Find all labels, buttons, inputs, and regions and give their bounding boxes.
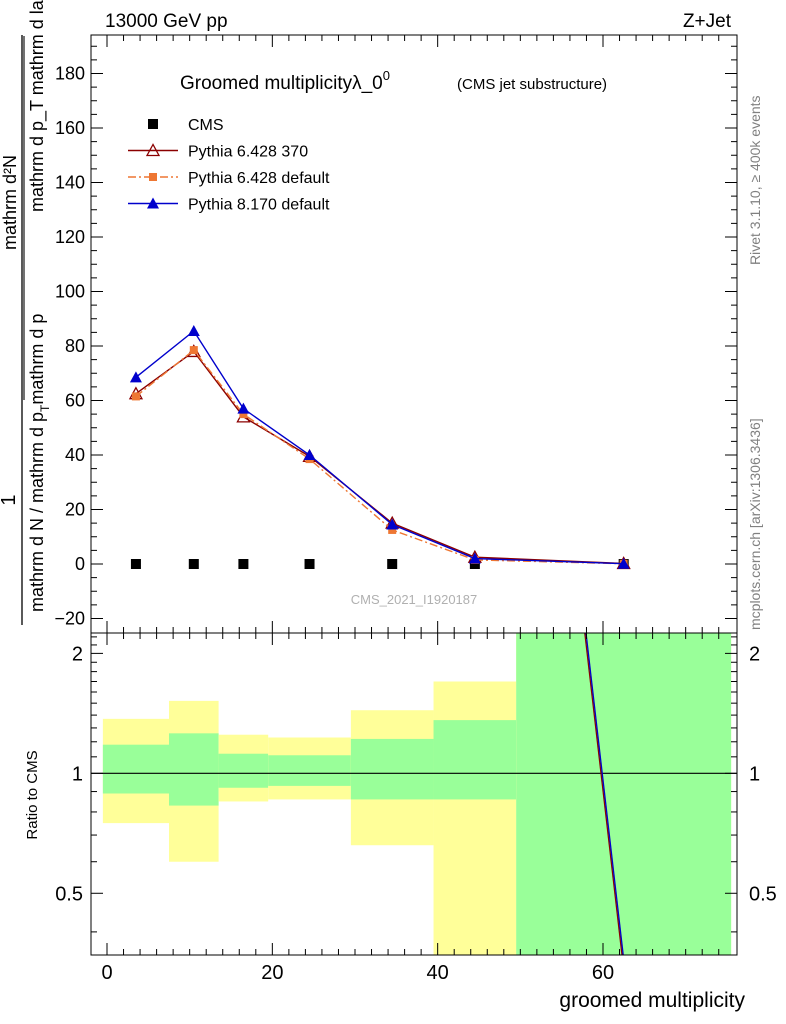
legend-label-py6_370: Pythia 6.428 370 xyxy=(188,144,308,161)
ylabel-inner-numer: mathrm d²N xyxy=(0,155,20,250)
ratio-ytick-label-right: 2 xyxy=(749,643,760,665)
xtick-label: 40 xyxy=(427,962,449,984)
ratio-line-py8 xyxy=(585,632,624,956)
ytick-label: 160 xyxy=(55,118,85,138)
rivet-label: Rivet 3.1.10, ≥ 400k events xyxy=(747,95,763,265)
ratio-ylabel: Ratio to CMS xyxy=(24,750,41,839)
ylabel-inner-denom: mathrm d p_T mathrm d lambda xyxy=(27,0,48,212)
point-py8 xyxy=(386,518,399,530)
header-energy: 13000 GeV pp xyxy=(105,11,228,32)
point-cms xyxy=(304,559,315,569)
series-line-py8 xyxy=(135,329,624,565)
ytick-label: −20 xyxy=(54,609,85,629)
point-py8 xyxy=(187,325,200,337)
legend-marker-py8 xyxy=(147,197,159,209)
point-cms xyxy=(238,559,249,569)
chart-title-sup: 0 xyxy=(383,68,390,83)
point-py8 xyxy=(468,552,481,564)
ratio-band-inner xyxy=(169,733,219,806)
point-py6_default xyxy=(189,346,198,355)
ratio-ytick-label: 2 xyxy=(72,643,83,665)
legend-marker-cms xyxy=(148,119,158,129)
ratio-panel: 0.5 0.51 12 20 20 40 60 xyxy=(55,632,777,984)
chart-title-main: Groomed multiplicityλ_0 xyxy=(180,73,383,94)
ytick-label: 100 xyxy=(55,282,85,302)
point-py8 xyxy=(617,557,630,569)
ytick-label: 40 xyxy=(65,445,85,465)
ratio-line-py6_370 xyxy=(584,632,623,956)
ratio-band-inner xyxy=(102,744,169,794)
xtick-label: 20 xyxy=(261,962,283,984)
point-cms xyxy=(469,559,480,569)
point-cms xyxy=(130,559,141,569)
ytick-label: 120 xyxy=(55,227,85,247)
ytick-label: 60 xyxy=(65,391,85,411)
ratio-frame xyxy=(90,632,738,956)
mcplots-label: mcplots.cern.ch [arXiv:1306.3436] xyxy=(747,418,763,630)
ylabel-denominator: mathrm d N / mathrm d pTmathrm d p xyxy=(27,314,52,612)
ratio-band-inner xyxy=(218,753,269,788)
legend-marker-py6_default xyxy=(149,173,157,181)
ratio-ytick-label: 1 xyxy=(72,763,83,785)
chart-title: Groomed multiplicityλ_00 xyxy=(180,68,390,94)
point-py8 xyxy=(237,402,250,414)
point-cms xyxy=(188,559,199,569)
analysis-watermark: CMS_2021_I1920187 xyxy=(351,592,478,607)
series-line-py6_default xyxy=(135,349,624,565)
chart-subtitle: (CMS jet substructure) xyxy=(457,76,607,93)
x-axis-label: groomed multiplicity xyxy=(559,989,745,1012)
xtick-label: 0 xyxy=(101,962,112,984)
header-process: Z+Jet xyxy=(683,11,732,32)
ratio-ytick-label: 0.5 xyxy=(55,883,83,905)
ytick-label: 80 xyxy=(65,336,85,356)
legend-label-cms: CMS xyxy=(188,117,224,134)
ylabel-one: 1 xyxy=(0,494,20,505)
ytick-label: 140 xyxy=(55,173,85,193)
point-py6_default xyxy=(239,410,248,419)
xtick-label: 60 xyxy=(592,962,614,984)
ytick-label: 20 xyxy=(65,500,85,520)
legend-marker-py6_370 xyxy=(145,143,161,157)
ratio-band-inner xyxy=(433,720,517,800)
ratio-band-inner xyxy=(516,633,732,955)
series-line-py6_370 xyxy=(135,350,624,565)
ratio-band-inner xyxy=(268,755,351,786)
ratio-ytick-label-right: 0.5 xyxy=(749,883,777,905)
main-panel: −20 0 20 40 60 80 100 120 140 160 180 xyxy=(54,34,738,634)
point-py8 xyxy=(303,449,316,460)
main-ylabel: 1 mathrm d N / mathrm d pTmathrm d p mat… xyxy=(0,0,52,625)
legend-label-py6_default: Pythia 6.428 default xyxy=(188,170,330,187)
ratio-band-inner xyxy=(350,738,434,800)
point-py6_default xyxy=(131,392,140,401)
point-py8 xyxy=(129,371,142,383)
legend: CMS Pythia 6.428 370 Pythia 6.428 default P… xyxy=(128,117,330,214)
ytick-label: 180 xyxy=(55,64,85,84)
point-cms xyxy=(387,559,398,569)
ytick-label: 0 xyxy=(75,554,85,574)
point-py6_default xyxy=(388,525,397,534)
ratio-ytick-label-right: 1 xyxy=(749,763,760,785)
legend-label-py8: Pythia 8.170 default xyxy=(188,197,330,214)
